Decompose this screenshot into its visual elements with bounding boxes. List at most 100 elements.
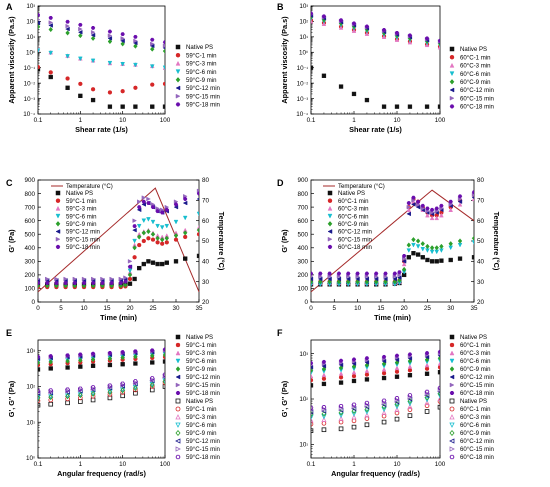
data-series-group	[311, 11, 440, 109]
y-tick-label: 0	[304, 299, 308, 306]
legend-label: 60°C-3 min	[338, 206, 369, 213]
data-point	[434, 259, 439, 264]
panel-label: E	[6, 328, 12, 338]
data-point	[164, 260, 169, 265]
data-point	[311, 428, 314, 433]
data-point	[150, 260, 156, 265]
data-point	[38, 392, 41, 399]
data-point	[407, 368, 413, 373]
legend-marker	[449, 366, 455, 372]
data-point	[318, 271, 323, 276]
data-point	[132, 238, 137, 244]
data-point	[48, 392, 54, 398]
x-tick-label: 1	[79, 117, 83, 124]
temperature-line	[310, 189, 475, 293]
legend-marker	[449, 358, 455, 364]
data-point	[91, 281, 96, 285]
data-point	[407, 33, 413, 38]
legend-label: 60°C-9 min	[338, 221, 369, 228]
data-point	[48, 26, 53, 33]
y-tick-label: 800	[24, 191, 35, 198]
data-point	[321, 381, 327, 387]
data-point	[150, 46, 155, 52]
data-point	[392, 276, 397, 282]
data-point	[411, 236, 416, 243]
data-point	[90, 87, 96, 92]
data-point	[338, 403, 344, 409]
data-point	[321, 73, 327, 78]
legend-label: 59°C-12 min	[186, 85, 220, 92]
legend-marker	[449, 382, 455, 388]
data-point	[137, 205, 142, 210]
series-native-ps	[38, 253, 199, 287]
data-point	[381, 398, 387, 403]
legend-marker	[175, 358, 181, 364]
data-point	[120, 62, 125, 67]
legend-marker	[449, 406, 455, 412]
data-point	[65, 353, 70, 358]
data-point	[155, 235, 160, 241]
data-point	[321, 421, 327, 426]
data-point	[107, 389, 113, 396]
y-tick-label: 10²	[26, 19, 35, 26]
y-tick-label: 10²	[299, 396, 308, 403]
series-60c-3-min	[311, 196, 474, 286]
data-point	[381, 104, 387, 109]
data-point	[133, 380, 139, 386]
data-point	[38, 360, 41, 366]
data-point	[120, 32, 125, 37]
data-point	[107, 387, 113, 393]
data-point	[127, 281, 133, 286]
series-59c-12-min	[38, 349, 165, 361]
y-tick-label: 700	[297, 204, 308, 211]
data-point	[381, 375, 387, 381]
y-tick-label: 10³	[299, 3, 308, 10]
data-point	[415, 244, 421, 249]
data-point	[420, 203, 425, 208]
y-tick-label: 10⁻³	[297, 96, 309, 103]
data-point	[471, 255, 474, 260]
data-point	[338, 405, 344, 411]
data-point	[77, 29, 83, 35]
data-point	[437, 390, 440, 397]
series-60c-12-min	[311, 354, 440, 370]
legend-marker	[175, 391, 181, 395]
data-point	[63, 281, 68, 285]
data-point	[141, 230, 147, 236]
legend-label: 59°C-12 min	[66, 229, 100, 236]
data-point	[109, 276, 115, 282]
data-point	[48, 20, 54, 25]
data-point	[374, 271, 379, 276]
y2-tick-label: 30	[202, 279, 210, 286]
data-point	[173, 259, 179, 264]
data-point	[81, 276, 87, 282]
data-point	[162, 43, 165, 49]
legend-label: 59°C-18 min	[186, 102, 220, 109]
data-point	[107, 36, 113, 41]
y-axis-title: G' (Pa)	[280, 229, 289, 253]
data-point	[383, 271, 388, 276]
series-59c-1-min	[38, 64, 165, 95]
x-tick-label: 100	[160, 117, 171, 124]
data-point	[394, 369, 400, 374]
legend-marker	[55, 198, 61, 203]
data-point	[351, 418, 357, 424]
data-point	[381, 354, 387, 359]
data-point	[118, 276, 124, 282]
legend-marker	[327, 236, 333, 242]
y-tick-label: 10⁻¹	[24, 65, 36, 72]
data-point	[162, 384, 165, 389]
legend-marker	[175, 342, 181, 348]
data-point	[434, 215, 440, 221]
data-point	[364, 409, 370, 415]
data-point	[351, 373, 357, 379]
panel-e: E 0.1 1 10 100 10⁰ 10¹ 10² 10³ Angular frequency …	[6, 328, 220, 478]
legend-label: Native PS	[338, 190, 365, 197]
data-point	[132, 245, 137, 251]
panel-label: C	[6, 178, 13, 188]
x-tick-label: 25	[149, 305, 157, 312]
